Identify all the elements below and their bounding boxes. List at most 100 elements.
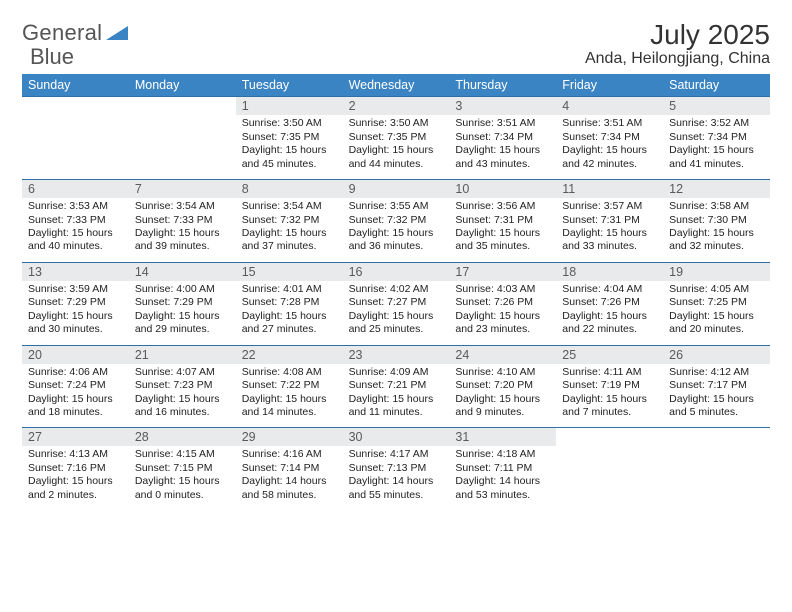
sunset-text: Sunset: 7:34 PM xyxy=(562,131,657,144)
day-number: 22 xyxy=(236,345,343,364)
sunrise-text: Sunrise: 4:07 AM xyxy=(135,366,230,379)
day-number xyxy=(129,96,236,115)
daylight-text-2: and 58 minutes. xyxy=(242,489,337,502)
sunset-text: Sunset: 7:28 PM xyxy=(242,296,337,309)
day-content: Sunrise: 3:52 AMSunset: 7:34 PMDaylight:… xyxy=(663,115,770,179)
day-number: 17 xyxy=(449,262,556,281)
daylight-text-2: and 29 minutes. xyxy=(135,323,230,336)
day-number: 29 xyxy=(236,427,343,446)
sunset-text: Sunset: 7:17 PM xyxy=(669,379,764,392)
sunrise-text: Sunrise: 4:16 AM xyxy=(242,448,337,461)
day-number: 19 xyxy=(663,262,770,281)
daylight-text-1: Daylight: 15 hours xyxy=(135,227,230,240)
sunrise-text: Sunrise: 4:06 AM xyxy=(28,366,123,379)
daylight-text-2: and 11 minutes. xyxy=(349,406,444,419)
sunset-text: Sunset: 7:24 PM xyxy=(28,379,123,392)
sunrise-text: Sunrise: 4:08 AM xyxy=(242,366,337,379)
sunset-text: Sunset: 7:33 PM xyxy=(135,214,230,227)
sunrise-text: Sunrise: 3:59 AM xyxy=(28,283,123,296)
day-number: 4 xyxy=(556,96,663,115)
daylight-text-1: Daylight: 14 hours xyxy=(349,475,444,488)
header: General July 2025 Anda, Heilongjiang, Ch… xyxy=(22,20,770,68)
day-number: 28 xyxy=(129,427,236,446)
day-content: Sunrise: 3:57 AMSunset: 7:31 PMDaylight:… xyxy=(556,198,663,262)
sunrise-text: Sunrise: 4:02 AM xyxy=(349,283,444,296)
daylight-text-1: Daylight: 15 hours xyxy=(455,310,550,323)
sunset-text: Sunset: 7:13 PM xyxy=(349,462,444,475)
daylight-text-1: Daylight: 15 hours xyxy=(349,144,444,157)
sunset-text: Sunset: 7:11 PM xyxy=(455,462,550,475)
daylight-text-1: Daylight: 15 hours xyxy=(242,227,337,240)
sunrise-text: Sunrise: 4:18 AM xyxy=(455,448,550,461)
day-number: 21 xyxy=(129,345,236,364)
daylight-text-1: Daylight: 15 hours xyxy=(562,144,657,157)
daylight-text-1: Daylight: 14 hours xyxy=(455,475,550,488)
daylight-text-2: and 53 minutes. xyxy=(455,489,550,502)
daylight-text-1: Daylight: 15 hours xyxy=(135,393,230,406)
title-block: July 2025 Anda, Heilongjiang, China xyxy=(585,20,770,68)
logo: General xyxy=(22,20,128,46)
sunset-text: Sunset: 7:30 PM xyxy=(669,214,764,227)
daylight-text-1: Daylight: 15 hours xyxy=(669,310,764,323)
sunset-text: Sunset: 7:29 PM xyxy=(28,296,123,309)
week-numrow: 12345 xyxy=(22,96,770,115)
day-number: 20 xyxy=(22,345,129,364)
day-number: 9 xyxy=(343,179,450,198)
sunrise-text: Sunrise: 4:15 AM xyxy=(135,448,230,461)
day-content xyxy=(663,446,770,510)
sunset-text: Sunset: 7:32 PM xyxy=(242,214,337,227)
dayname-wednesday: Wednesday xyxy=(343,74,450,96)
day-number: 5 xyxy=(663,96,770,115)
sunset-text: Sunset: 7:14 PM xyxy=(242,462,337,475)
daylight-text-2: and 14 minutes. xyxy=(242,406,337,419)
day-content: Sunrise: 4:06 AMSunset: 7:24 PMDaylight:… xyxy=(22,364,129,428)
day-number: 3 xyxy=(449,96,556,115)
sunrise-text: Sunrise: 3:56 AM xyxy=(455,200,550,213)
sunset-text: Sunset: 7:31 PM xyxy=(455,214,550,227)
daylight-text-1: Daylight: 15 hours xyxy=(28,227,123,240)
daylight-text-2: and 55 minutes. xyxy=(349,489,444,502)
day-content: Sunrise: 3:59 AMSunset: 7:29 PMDaylight:… xyxy=(22,281,129,345)
daylight-text-1: Daylight: 15 hours xyxy=(135,475,230,488)
day-content: Sunrise: 4:09 AMSunset: 7:21 PMDaylight:… xyxy=(343,364,450,428)
sunrise-text: Sunrise: 3:55 AM xyxy=(349,200,444,213)
sunrise-text: Sunrise: 4:10 AM xyxy=(455,366,550,379)
sunset-text: Sunset: 7:32 PM xyxy=(349,214,444,227)
daylight-text-2: and 40 minutes. xyxy=(28,240,123,253)
day-number: 16 xyxy=(343,262,450,281)
daylight-text-2: and 39 minutes. xyxy=(135,240,230,253)
day-number: 6 xyxy=(22,179,129,198)
daylight-text-1: Daylight: 15 hours xyxy=(242,144,337,157)
daylight-text-2: and 0 minutes. xyxy=(135,489,230,502)
day-number: 15 xyxy=(236,262,343,281)
day-content: Sunrise: 4:04 AMSunset: 7:26 PMDaylight:… xyxy=(556,281,663,345)
daylight-text-1: Daylight: 14 hours xyxy=(242,475,337,488)
sunrise-text: Sunrise: 3:53 AM xyxy=(28,200,123,213)
day-content: Sunrise: 3:50 AMSunset: 7:35 PMDaylight:… xyxy=(236,115,343,179)
daylight-text-1: Daylight: 15 hours xyxy=(242,310,337,323)
daylight-text-2: and 35 minutes. xyxy=(455,240,550,253)
sunset-text: Sunset: 7:16 PM xyxy=(28,462,123,475)
sunrise-text: Sunrise: 4:01 AM xyxy=(242,283,337,296)
daylight-text-2: and 30 minutes. xyxy=(28,323,123,336)
day-number: 7 xyxy=(129,179,236,198)
daylight-text-2: and 2 minutes. xyxy=(28,489,123,502)
daylight-text-1: Daylight: 15 hours xyxy=(28,393,123,406)
daylight-text-1: Daylight: 15 hours xyxy=(562,227,657,240)
daylight-text-2: and 9 minutes. xyxy=(455,406,550,419)
day-content: Sunrise: 3:53 AMSunset: 7:33 PMDaylight:… xyxy=(22,198,129,262)
daylight-text-1: Daylight: 15 hours xyxy=(455,393,550,406)
dayname-friday: Friday xyxy=(556,74,663,96)
daylight-text-1: Daylight: 15 hours xyxy=(669,393,764,406)
week-contentrow: Sunrise: 4:06 AMSunset: 7:24 PMDaylight:… xyxy=(22,364,770,428)
sunset-text: Sunset: 7:34 PM xyxy=(455,131,550,144)
daylight-text-2: and 22 minutes. xyxy=(562,323,657,336)
logo-text-2: Blue xyxy=(30,44,74,70)
day-number: 27 xyxy=(22,427,129,446)
day-number: 8 xyxy=(236,179,343,198)
daylight-text-2: and 16 minutes. xyxy=(135,406,230,419)
day-content: Sunrise: 4:00 AMSunset: 7:29 PMDaylight:… xyxy=(129,281,236,345)
sunrise-text: Sunrise: 4:05 AM xyxy=(669,283,764,296)
week-numrow: 13141516171819 xyxy=(22,262,770,281)
day-content: Sunrise: 3:51 AMSunset: 7:34 PMDaylight:… xyxy=(556,115,663,179)
